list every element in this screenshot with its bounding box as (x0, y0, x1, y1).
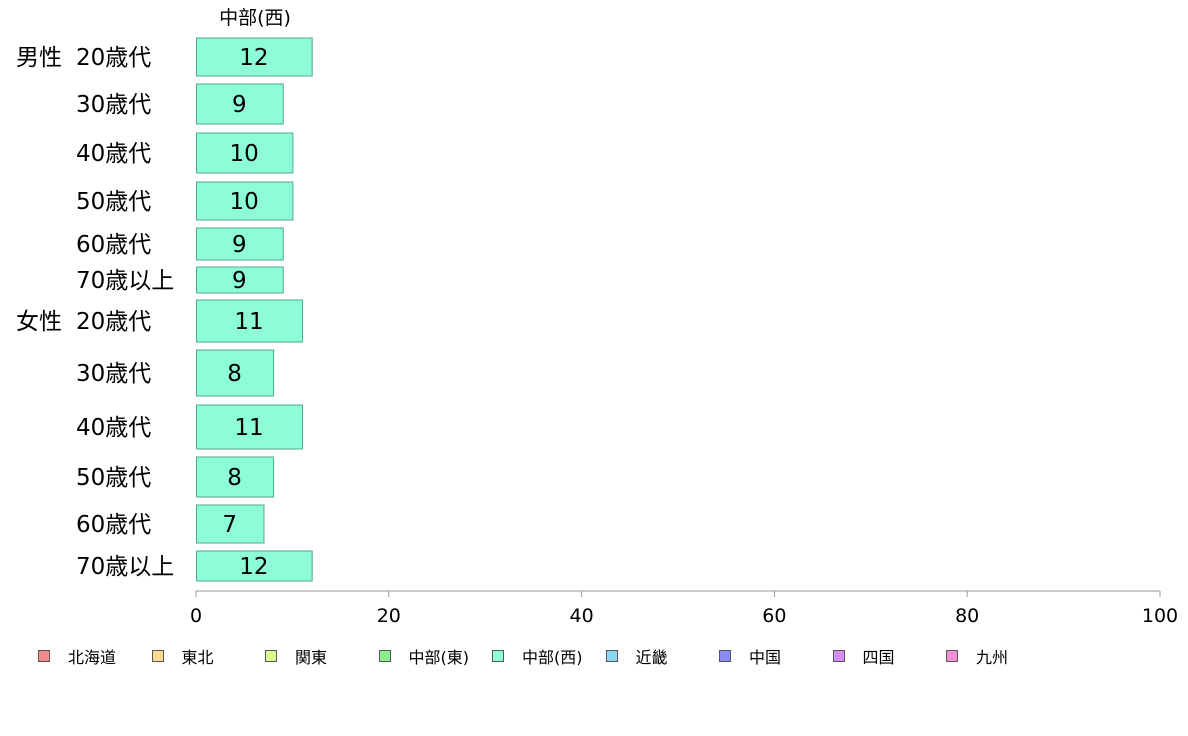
legend-item[interactable]: 九州 (946, 644, 1008, 668)
legend-label: 関東 (295, 648, 328, 667)
legend-label: 北海道 (68, 648, 117, 667)
x-tick-label: 60 (762, 605, 786, 627)
category-label: 60歳代 (76, 232, 151, 258)
category-label: 30歳代 (76, 92, 151, 118)
legend-item[interactable]: 近畿 (605, 644, 668, 668)
category-label: 50歳代 (76, 189, 151, 215)
panel-title: 中部(西) (219, 7, 291, 29)
legend-label: 四国 (862, 648, 895, 667)
legend-label: 中国 (749, 648, 782, 667)
legend-item[interactable]: 北海道 (38, 644, 116, 668)
category-label: 30歳代 (76, 361, 151, 387)
bar-value-label: 11 (234, 309, 263, 335)
legend-label: 九州 (976, 648, 1009, 667)
bar-value-label: 9 (232, 232, 247, 258)
bar (196, 132, 294, 174)
group-label: 男性 (16, 45, 62, 71)
x-tick-label: 20 (377, 605, 401, 627)
legend-swatch (605, 650, 618, 662)
bar-value-label: 12 (239, 45, 268, 71)
legend-swatch (265, 650, 277, 662)
legend-swatch (719, 650, 731, 662)
legend-label: 東北 (181, 648, 214, 667)
legend-swatch (946, 650, 958, 662)
bar-value-label: 7 (222, 512, 237, 538)
bar (196, 37, 313, 77)
x-tick-label: 80 (955, 605, 979, 627)
bar (196, 456, 275, 498)
legend-swatch (492, 650, 504, 662)
bar (196, 349, 275, 397)
bar-chart: 中部(西) 男性 20歳代 12 30歳代 9 40歳代 10 50歳代 10 60歳代 9 70歳以… (16, 7, 1178, 627)
legend-swatch (38, 650, 50, 662)
group-label: 女性 (16, 309, 62, 335)
bar-value-label: 10 (230, 141, 259, 167)
bar-value-label: 8 (227, 361, 242, 387)
category-label: 40歳代 (76, 415, 151, 441)
bar-value-label: 11 (234, 415, 263, 441)
category-label: 20歳代 (76, 309, 151, 335)
bar-value-label: 9 (232, 92, 247, 118)
legend-swatch (832, 650, 845, 662)
category-label: 40歳代 (76, 141, 151, 167)
bar (196, 404, 304, 450)
bar (196, 83, 284, 125)
legend-label: 中部(西) (522, 648, 583, 667)
bar (196, 504, 265, 544)
bar-value-label: 9 (232, 268, 247, 294)
x-tick-label: 0 (190, 605, 202, 627)
legend-item[interactable]: 中国 (719, 644, 781, 668)
x-tick-label: 40 (570, 605, 594, 627)
legend-label: 近畿 (635, 648, 668, 667)
category-label: 70歳以上 (76, 554, 174, 580)
bar (196, 550, 313, 582)
x-tick-label: 100 (1142, 605, 1178, 627)
bar (196, 227, 284, 261)
category-label: 50歳代 (76, 465, 151, 491)
bar-value-label: 10 (230, 189, 259, 215)
legend-item[interactable]: 中部(東) (378, 644, 470, 668)
legend-item[interactable]: 中部(西) (492, 644, 583, 668)
category-label: 70歳以上 (76, 268, 174, 294)
bar-value-label: 12 (239, 554, 268, 580)
legend-item[interactable]: 四国 (832, 644, 895, 668)
bar (196, 181, 294, 221)
legend-item[interactable]: 関東 (265, 644, 327, 668)
category-label: 60歳代 (76, 512, 151, 538)
legend-item[interactable]: 東北 (151, 644, 214, 668)
legend-swatch (151, 650, 164, 662)
legend: 北海道 東北 関東 中部(東) 中部(西) 近畿 中国 四国 九州 (38, 644, 1158, 668)
bar-value-label: 8 (227, 465, 242, 491)
bar (196, 299, 304, 343)
bar (196, 266, 284, 294)
category-label: 20歳代 (76, 45, 151, 71)
legend-swatch (378, 650, 391, 662)
legend-label: 中部(東) (408, 648, 470, 667)
